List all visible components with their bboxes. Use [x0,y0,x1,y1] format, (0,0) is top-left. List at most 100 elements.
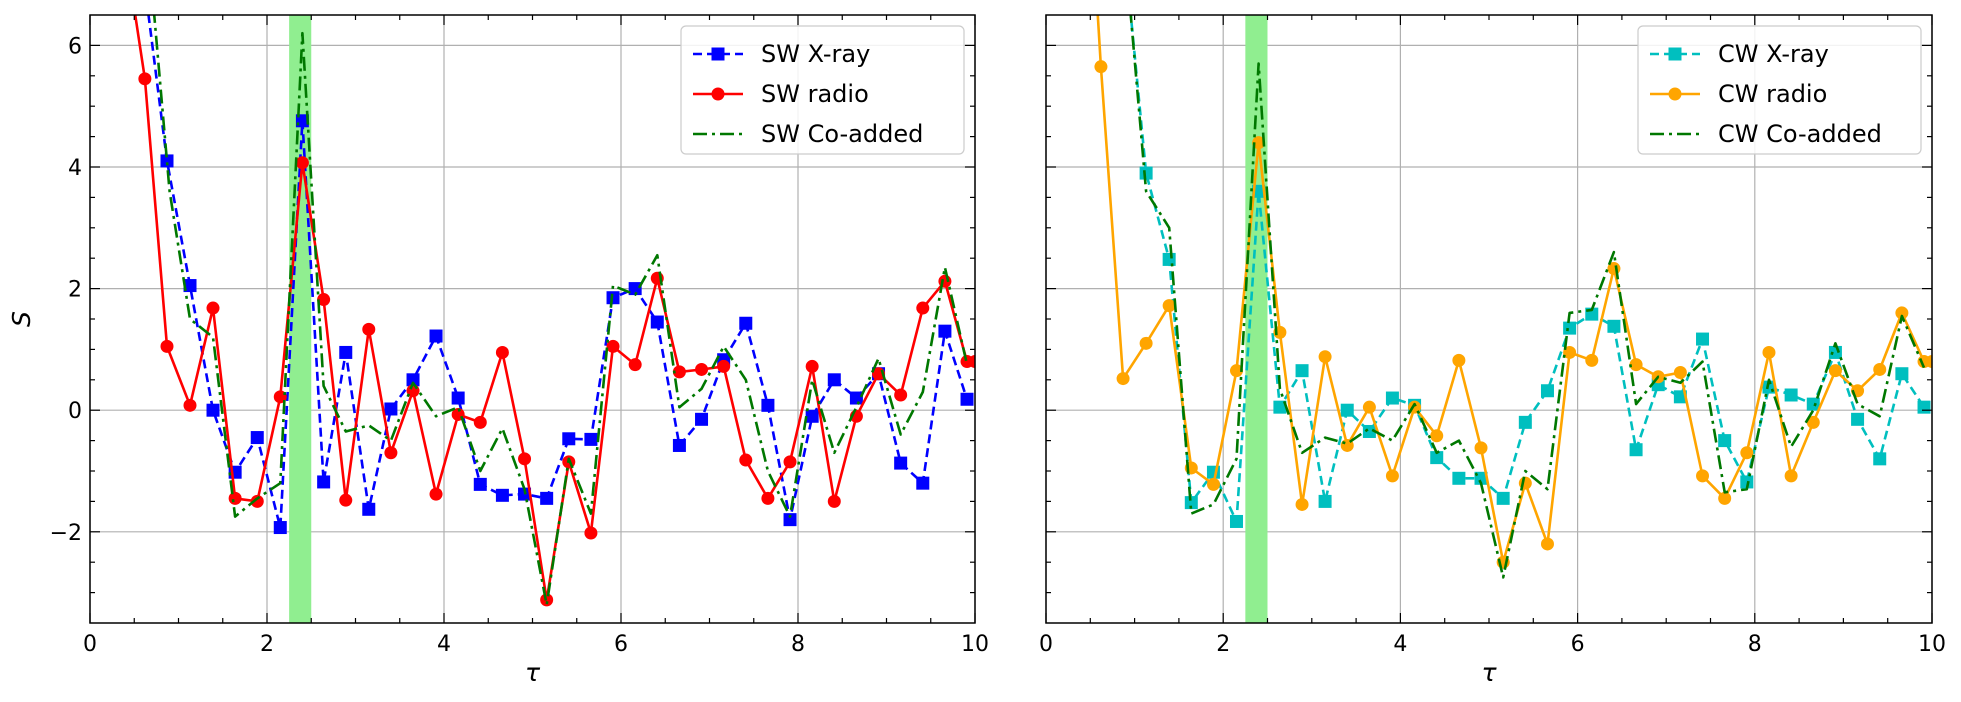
data-point [849,391,863,405]
data-point [628,358,642,372]
data-point [206,301,220,315]
data-point [1162,252,1176,266]
data-point [695,362,709,376]
data-point [206,403,220,417]
legend: CW X-ray CW radio CW Co-added [1637,25,1922,155]
y-tick-label: 6 [68,34,82,59]
x-axis-label: τ [1481,658,1497,687]
legend-label: SW radio [761,80,869,108]
data-point [1851,412,1865,426]
data-point [805,359,819,373]
data-point [1917,400,1931,414]
data-point [1162,299,1176,313]
x-tick-label: 2 [1216,632,1230,657]
data-point [1696,332,1710,346]
data-point [1629,358,1643,372]
data-point [1095,15,1100,16]
data-point [384,402,398,416]
data-point [827,373,841,387]
data-point [1718,434,1732,448]
legend-label: CW Co-added [1718,120,1882,148]
ticks [1045,15,1933,623]
data-point [628,282,642,296]
data-point [339,493,353,507]
data-point [1139,336,1153,350]
data-point [960,392,974,406]
data-point [1607,319,1621,333]
data-point [1540,384,1554,398]
x-tick-label: 10 [1918,632,1946,657]
data-point [1496,491,1510,505]
data-point [183,398,197,412]
data-point [1718,491,1732,505]
data-point [273,521,287,535]
data-point [584,526,598,540]
data-point [1673,366,1687,380]
data-point [1895,306,1909,320]
data-point [739,453,753,467]
series-group [131,15,975,607]
data-point [1206,477,1220,491]
data-point [1563,345,1577,359]
y-tick-label: 4 [68,156,82,181]
data-point [429,487,443,501]
highlight-band [1245,15,1268,623]
data-point [384,446,398,460]
data-point [317,475,331,489]
legend: SW X-ray SW radio SW Co-added [680,25,965,155]
data-point [1116,372,1130,386]
right-panel-cw: 0 2 4 6 8 10 τ CW X-ray CW radio CW Co-added [1039,14,1946,687]
data-point [1295,364,1309,378]
data-point [1318,494,1332,508]
legend-label: CW radio [1718,80,1827,108]
data-point [1452,353,1466,367]
data-point [1563,321,1577,335]
data-point [317,293,331,307]
data-point [1340,403,1354,417]
data-point [584,432,598,446]
data-point [1123,15,1137,16]
data-point [1184,496,1198,510]
data-point [1806,397,1820,411]
data-point [1762,345,1776,359]
data-point [805,409,819,423]
data-point [562,432,576,446]
data-point [1784,388,1798,402]
data-point [518,452,532,466]
data-point [1229,364,1243,378]
x-tick-label: 8 [791,632,805,657]
data-point [1740,446,1754,460]
data-point [250,494,264,508]
data-point [761,398,775,412]
data-point [1385,469,1399,483]
data-point [1430,429,1444,443]
legend-marker [1668,87,1682,101]
data-point [1873,362,1887,376]
x-tick-label: 2 [260,632,274,657]
data-point [1895,367,1909,381]
y-tick-label: −2 [50,521,82,546]
data-point [495,488,509,502]
data-point [406,373,420,387]
x-tick-label: 10 [961,632,989,657]
legend-box [680,25,965,155]
left-panel-sw: 0 2 4 6 8 10 −2 0 2 4 6 τ S SW X-ray SW radio SW Co-add… [7,14,989,687]
legend-label: SW Co-added [761,120,923,148]
data-point [1806,415,1820,429]
data-point [183,279,197,293]
x-tick-label: 4 [1393,632,1407,657]
data-point [761,491,775,505]
data-point [1925,355,1932,369]
data-point [1828,364,1842,378]
x-tick-label: 6 [1571,632,1585,657]
data-point [695,412,709,426]
data-point [894,456,908,470]
data-point [739,316,753,330]
data-point [228,491,242,505]
data-point [339,345,353,359]
data-point [429,329,443,343]
highlight-band [289,15,312,623]
data-point [1740,475,1754,489]
data-point [1452,471,1466,485]
data-point [783,513,797,527]
